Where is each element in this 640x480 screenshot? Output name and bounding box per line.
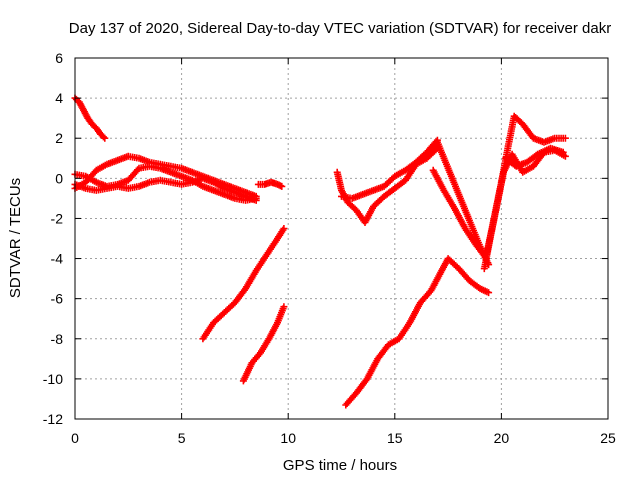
data-point bbox=[252, 196, 260, 204]
x-tick-label: 20 bbox=[494, 430, 510, 446]
x-axis-ticks: 0 5 10 15 20 25 bbox=[71, 58, 616, 446]
data-point bbox=[485, 289, 493, 297]
y-tick-label: 0 bbox=[55, 170, 63, 186]
y-tick-label: -6 bbox=[51, 291, 64, 307]
x-tick-label: 0 bbox=[71, 430, 79, 446]
x-tick-label: 5 bbox=[178, 430, 186, 446]
y-tick-label: -4 bbox=[51, 251, 64, 267]
y-tick-label: 6 bbox=[55, 50, 63, 66]
data-point bbox=[99, 133, 107, 141]
series-s5 bbox=[254, 178, 286, 190]
chart-title: Day 137 of 2020, Sidereal Day-to-day VTE… bbox=[69, 20, 611, 37]
series-s15 bbox=[342, 255, 493, 409]
data-points bbox=[71, 94, 569, 409]
x-tick-label: 10 bbox=[280, 430, 296, 446]
series-s7 bbox=[239, 303, 288, 385]
data-point bbox=[559, 148, 567, 156]
plot-frame bbox=[74, 57, 609, 420]
data-point bbox=[101, 134, 109, 142]
series-s11 bbox=[429, 166, 490, 263]
data-point bbox=[561, 134, 569, 142]
series-s1 bbox=[71, 94, 109, 142]
y-tick-label: -12 bbox=[43, 411, 63, 427]
y-axis-label: SDTVAR / TECUs bbox=[7, 178, 24, 298]
y-tick-label: -2 bbox=[51, 210, 64, 226]
series-s14 bbox=[502, 144, 567, 170]
y-tick-label: -10 bbox=[43, 371, 63, 387]
y-tick-label: 4 bbox=[55, 90, 63, 106]
x-axis-label: GPS time / hours bbox=[283, 457, 397, 474]
data-point bbox=[561, 152, 569, 160]
series-s4 bbox=[71, 174, 260, 204]
y-tick-label: 2 bbox=[55, 130, 63, 146]
series-s8 bbox=[333, 144, 441, 226]
data-point bbox=[278, 182, 286, 190]
series-s10 bbox=[423, 138, 493, 269]
x-tick-label: 15 bbox=[387, 430, 403, 446]
x-tick-label: 25 bbox=[600, 430, 616, 446]
data-point bbox=[280, 303, 288, 311]
y-tick-label: -8 bbox=[51, 331, 64, 347]
data-point bbox=[280, 225, 288, 232]
y-axis-ticks: -12 -10 -8 -6 -4 -2 0 2 4 6 bbox=[43, 50, 608, 427]
series-s6 bbox=[199, 225, 288, 343]
